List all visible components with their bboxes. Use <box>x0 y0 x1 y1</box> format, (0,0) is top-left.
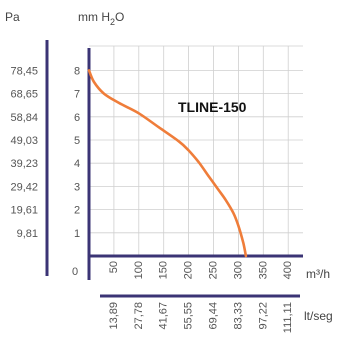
x-m3h-tick-label: 350 <box>257 261 269 279</box>
y-mm-tick-label: 1 <box>74 228 80 240</box>
y-mm-tick-label: 2 <box>74 205 80 217</box>
y-mm-tick-label: 6 <box>74 112 80 124</box>
lseg-unit-label: lt/seg <box>304 309 333 323</box>
y-pa-tick-label: 19,61 <box>10 205 38 217</box>
x-lseg-tick-label: 41,67 <box>158 302 170 330</box>
x-lseg-tick-label: 111,11 <box>282 302 294 333</box>
y-pa-tick-label: 49,03 <box>10 135 38 147</box>
mm-h2o-unit-label: mm H2O <box>78 10 124 27</box>
x-m3h-tick-label: 300 <box>232 261 244 279</box>
y-pa-tick-label: 9,81 <box>17 228 38 240</box>
y-mm-tick-label: 7 <box>74 89 80 101</box>
x-m3h-tick-label: 50 <box>108 261 120 273</box>
x-lseg-tick-label: 27,78 <box>133 302 145 330</box>
y-mm-tick-label: 3 <box>74 181 80 193</box>
x-m3h-tick-label: 200 <box>183 261 195 279</box>
chart-axes <box>45 40 303 298</box>
x-m3h-tick-label: 250 <box>208 261 220 279</box>
series-group <box>87 69 248 258</box>
x-m3h-tick-label: 400 <box>282 261 294 279</box>
y-mm-tick-label: 4 <box>74 158 80 170</box>
performance-curve <box>87 69 248 258</box>
x-m3h-tick-label: 150 <box>158 261 170 279</box>
x-lseg-tick-label: 83,33 <box>232 302 244 330</box>
x-lseg-tick-label: 13,89 <box>108 302 120 330</box>
pa-unit-label: Pa <box>5 10 20 24</box>
y-mm-tick-label: 8 <box>74 65 80 77</box>
y-pa-tick-label: 39,23 <box>10 158 38 170</box>
x-m3h-tick-label: 100 <box>133 261 145 279</box>
y-pa-tick-label: 68,65 <box>10 89 38 101</box>
y-pa-tick-label: 29,42 <box>10 181 38 193</box>
y-pa-tick-label: 58,84 <box>10 112 38 124</box>
y-pa-tick-label: 78,45 <box>10 65 38 77</box>
x-lseg-tick-label: 55,55 <box>183 302 195 330</box>
mm-o-suffix: O <box>115 10 124 24</box>
y-mm-tick-label: 5 <box>74 135 80 147</box>
x-lseg-tick-label: 97,22 <box>257 302 269 330</box>
mm-h-prefix: mm H <box>78 10 110 24</box>
tick-labels: 1 2 3 4 5 6 7 8 0 9,81 19,61 29,42 39,23 49,03 58,84 68… <box>10 65 294 333</box>
x-lseg-tick-label: 69,44 <box>208 302 220 330</box>
m3h-unit-label: m³/h <box>306 267 330 281</box>
model-annotation: TLINE-150 <box>178 99 247 115</box>
chart-grid <box>89 45 303 256</box>
y-zero-label: 0 <box>72 266 78 278</box>
mm-subscript: 2 <box>110 17 115 27</box>
